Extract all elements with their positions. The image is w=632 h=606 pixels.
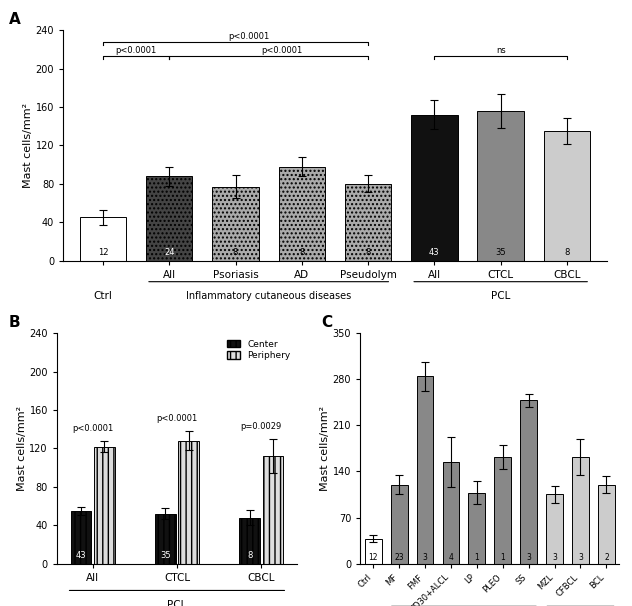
Text: 1: 1 <box>475 553 479 562</box>
Text: p<0.0001: p<0.0001 <box>156 415 198 424</box>
Bar <box>477 111 524 261</box>
Bar <box>345 184 391 261</box>
Text: 4: 4 <box>449 553 453 562</box>
Bar <box>146 176 193 261</box>
Bar <box>598 485 615 564</box>
Legend: Center, Periphery: Center, Periphery <box>225 338 293 362</box>
Text: 3: 3 <box>526 553 531 562</box>
Bar <box>365 539 382 564</box>
Text: 3: 3 <box>423 553 427 562</box>
Bar <box>279 167 325 261</box>
Text: 3: 3 <box>552 553 557 562</box>
Y-axis label: Mast cells/mm²: Mast cells/mm² <box>320 406 330 491</box>
Text: 8: 8 <box>233 248 238 257</box>
Text: 2: 2 <box>604 553 609 562</box>
Text: 35: 35 <box>495 248 506 257</box>
Text: 8: 8 <box>299 248 305 257</box>
Text: ns: ns <box>495 46 506 55</box>
Text: PCL: PCL <box>167 600 186 606</box>
Text: p=0.0029: p=0.0029 <box>241 422 282 431</box>
Bar <box>240 518 260 564</box>
Bar <box>212 187 258 261</box>
Y-axis label: Mast cells/mm²: Mast cells/mm² <box>23 103 33 188</box>
Text: A: A <box>9 12 21 27</box>
Text: 12: 12 <box>98 248 108 257</box>
Bar <box>80 218 126 261</box>
Text: 8: 8 <box>247 551 252 560</box>
Text: p<0.0001: p<0.0001 <box>116 46 157 55</box>
Bar <box>155 514 176 564</box>
Y-axis label: Mast cells/mm²: Mast cells/mm² <box>16 406 27 491</box>
Text: B: B <box>9 315 20 330</box>
Bar <box>468 493 485 564</box>
Bar <box>520 401 537 564</box>
Text: 1: 1 <box>501 553 505 562</box>
Bar <box>546 494 563 564</box>
Text: p<0.0001: p<0.0001 <box>261 46 303 55</box>
Text: 43: 43 <box>429 248 440 257</box>
Text: 24: 24 <box>164 248 174 257</box>
Bar <box>391 485 408 564</box>
Text: 23: 23 <box>394 553 404 562</box>
Text: PCL: PCL <box>491 291 511 301</box>
Text: 12: 12 <box>368 553 378 562</box>
Text: Ctrl: Ctrl <box>94 291 112 301</box>
Bar <box>494 457 511 564</box>
Bar <box>178 441 199 564</box>
Text: 43: 43 <box>76 551 86 560</box>
Text: 3: 3 <box>578 553 583 562</box>
Bar <box>94 447 114 564</box>
Bar <box>416 376 434 564</box>
Text: Inflammatory cutaneous diseases: Inflammatory cutaneous diseases <box>186 291 351 301</box>
Text: 35: 35 <box>160 551 171 560</box>
Bar <box>544 131 590 261</box>
Text: p<0.0001: p<0.0001 <box>228 32 269 41</box>
Bar <box>411 115 458 261</box>
Bar <box>442 462 459 564</box>
Text: 8: 8 <box>365 248 371 257</box>
Text: C: C <box>321 315 332 330</box>
Text: 8: 8 <box>564 248 569 257</box>
Bar <box>263 456 283 564</box>
Bar <box>572 457 589 564</box>
Bar <box>71 511 91 564</box>
Text: p<0.0001: p<0.0001 <box>72 424 113 433</box>
